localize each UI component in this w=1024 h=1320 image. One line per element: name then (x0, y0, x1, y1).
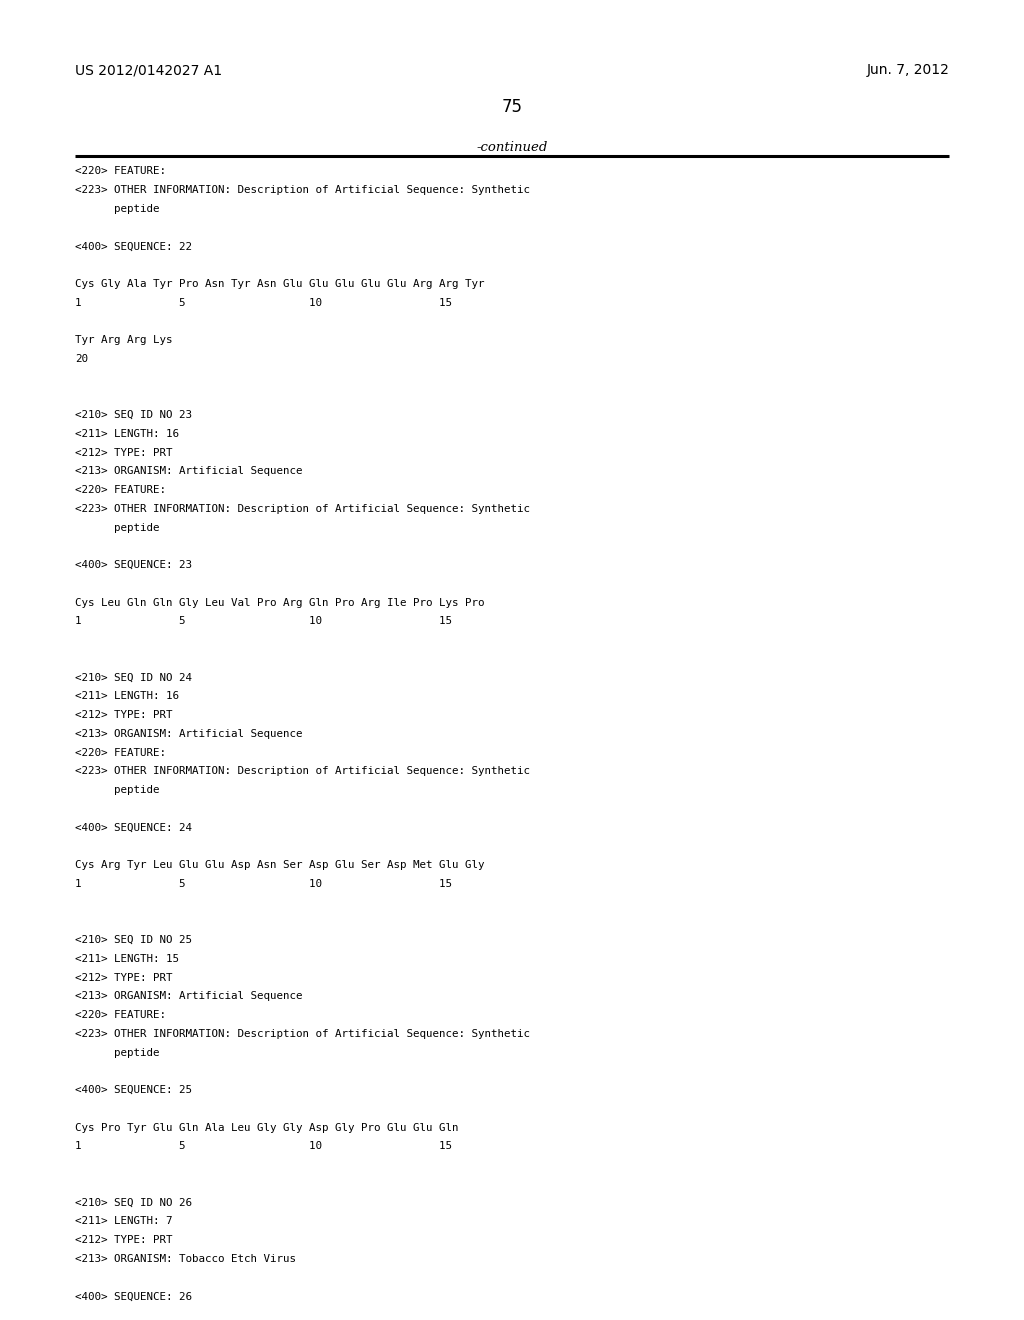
Text: 1               5                   10                  15: 1 5 10 15 (75, 1142, 452, 1151)
Text: Cys Leu Gln Gln Gly Leu Val Pro Arg Gln Pro Arg Ile Pro Lys Pro: Cys Leu Gln Gln Gly Leu Val Pro Arg Gln … (75, 598, 484, 607)
Text: 1               5                   10                  15: 1 5 10 15 (75, 879, 452, 888)
Text: <213> ORGANISM: Artificial Sequence: <213> ORGANISM: Artificial Sequence (75, 991, 302, 1002)
Text: Cys Pro Tyr Glu Gln Ala Leu Gly Gly Asp Gly Pro Glu Glu Gln: Cys Pro Tyr Glu Gln Ala Leu Gly Gly Asp … (75, 1122, 459, 1133)
Text: <220> FEATURE:: <220> FEATURE: (75, 166, 166, 177)
Text: US 2012/0142027 A1: US 2012/0142027 A1 (75, 63, 222, 78)
Text: Cys Arg Tyr Leu Glu Glu Asp Asn Ser Asp Glu Ser Asp Met Glu Gly: Cys Arg Tyr Leu Glu Glu Asp Asn Ser Asp … (75, 861, 484, 870)
Text: peptide: peptide (75, 523, 160, 532)
Text: <220> FEATURE:: <220> FEATURE: (75, 747, 166, 758)
Text: <212> TYPE: PRT: <212> TYPE: PRT (75, 1236, 172, 1245)
Text: <223> OTHER INFORMATION: Description of Artificial Sequence: Synthetic: <223> OTHER INFORMATION: Description of … (75, 185, 529, 195)
Text: <223> OTHER INFORMATION: Description of Artificial Sequence: Synthetic: <223> OTHER INFORMATION: Description of … (75, 767, 529, 776)
Text: 1               5                   10                  15: 1 5 10 15 (75, 616, 452, 626)
Text: -continued: -continued (476, 141, 548, 154)
Text: <211> LENGTH: 7: <211> LENGTH: 7 (75, 1216, 172, 1226)
Text: <400> SEQUENCE: 23: <400> SEQUENCE: 23 (75, 560, 191, 570)
Text: <211> LENGTH: 16: <211> LENGTH: 16 (75, 429, 179, 438)
Text: <220> FEATURE:: <220> FEATURE: (75, 1010, 166, 1020)
Text: <213> ORGANISM: Tobacco Etch Virus: <213> ORGANISM: Tobacco Etch Virus (75, 1254, 296, 1263)
Text: <212> TYPE: PRT: <212> TYPE: PRT (75, 710, 172, 721)
Text: peptide: peptide (75, 1048, 160, 1057)
Text: <210> SEQ ID NO 23: <210> SEQ ID NO 23 (75, 411, 191, 420)
Text: <212> TYPE: PRT: <212> TYPE: PRT (75, 447, 172, 458)
Text: 1               5                   10                  15: 1 5 10 15 (75, 297, 452, 308)
Text: <210> SEQ ID NO 25: <210> SEQ ID NO 25 (75, 935, 191, 945)
Text: peptide: peptide (75, 785, 160, 795)
Text: <210> SEQ ID NO 26: <210> SEQ ID NO 26 (75, 1197, 191, 1208)
Text: peptide: peptide (75, 203, 160, 214)
Text: <213> ORGANISM: Artificial Sequence: <213> ORGANISM: Artificial Sequence (75, 729, 302, 739)
Text: <210> SEQ ID NO 24: <210> SEQ ID NO 24 (75, 673, 191, 682)
Text: <400> SEQUENCE: 26: <400> SEQUENCE: 26 (75, 1291, 191, 1302)
Text: Tyr Arg Arg Lys: Tyr Arg Arg Lys (75, 335, 172, 345)
Text: 20: 20 (75, 354, 88, 364)
Text: <400> SEQUENCE: 24: <400> SEQUENCE: 24 (75, 822, 191, 833)
Text: <400> SEQUENCE: 22: <400> SEQUENCE: 22 (75, 242, 191, 251)
Text: Cys Gly Ala Tyr Pro Asn Tyr Asn Glu Glu Glu Glu Glu Arg Arg Tyr: Cys Gly Ala Tyr Pro Asn Tyr Asn Glu Glu … (75, 279, 484, 289)
Text: <400> SEQUENCE: 25: <400> SEQUENCE: 25 (75, 1085, 191, 1096)
Text: Jun. 7, 2012: Jun. 7, 2012 (866, 63, 949, 78)
Text: 75: 75 (502, 98, 522, 116)
Text: <213> ORGANISM: Artificial Sequence: <213> ORGANISM: Artificial Sequence (75, 466, 302, 477)
Text: <211> LENGTH: 16: <211> LENGTH: 16 (75, 692, 179, 701)
Text: <211> LENGTH: 15: <211> LENGTH: 15 (75, 954, 179, 964)
Text: <212> TYPE: PRT: <212> TYPE: PRT (75, 973, 172, 982)
Text: <220> FEATURE:: <220> FEATURE: (75, 484, 166, 495)
Text: <223> OTHER INFORMATION: Description of Artificial Sequence: Synthetic: <223> OTHER INFORMATION: Description of … (75, 1028, 529, 1039)
Text: <223> OTHER INFORMATION: Description of Artificial Sequence: Synthetic: <223> OTHER INFORMATION: Description of … (75, 504, 529, 513)
